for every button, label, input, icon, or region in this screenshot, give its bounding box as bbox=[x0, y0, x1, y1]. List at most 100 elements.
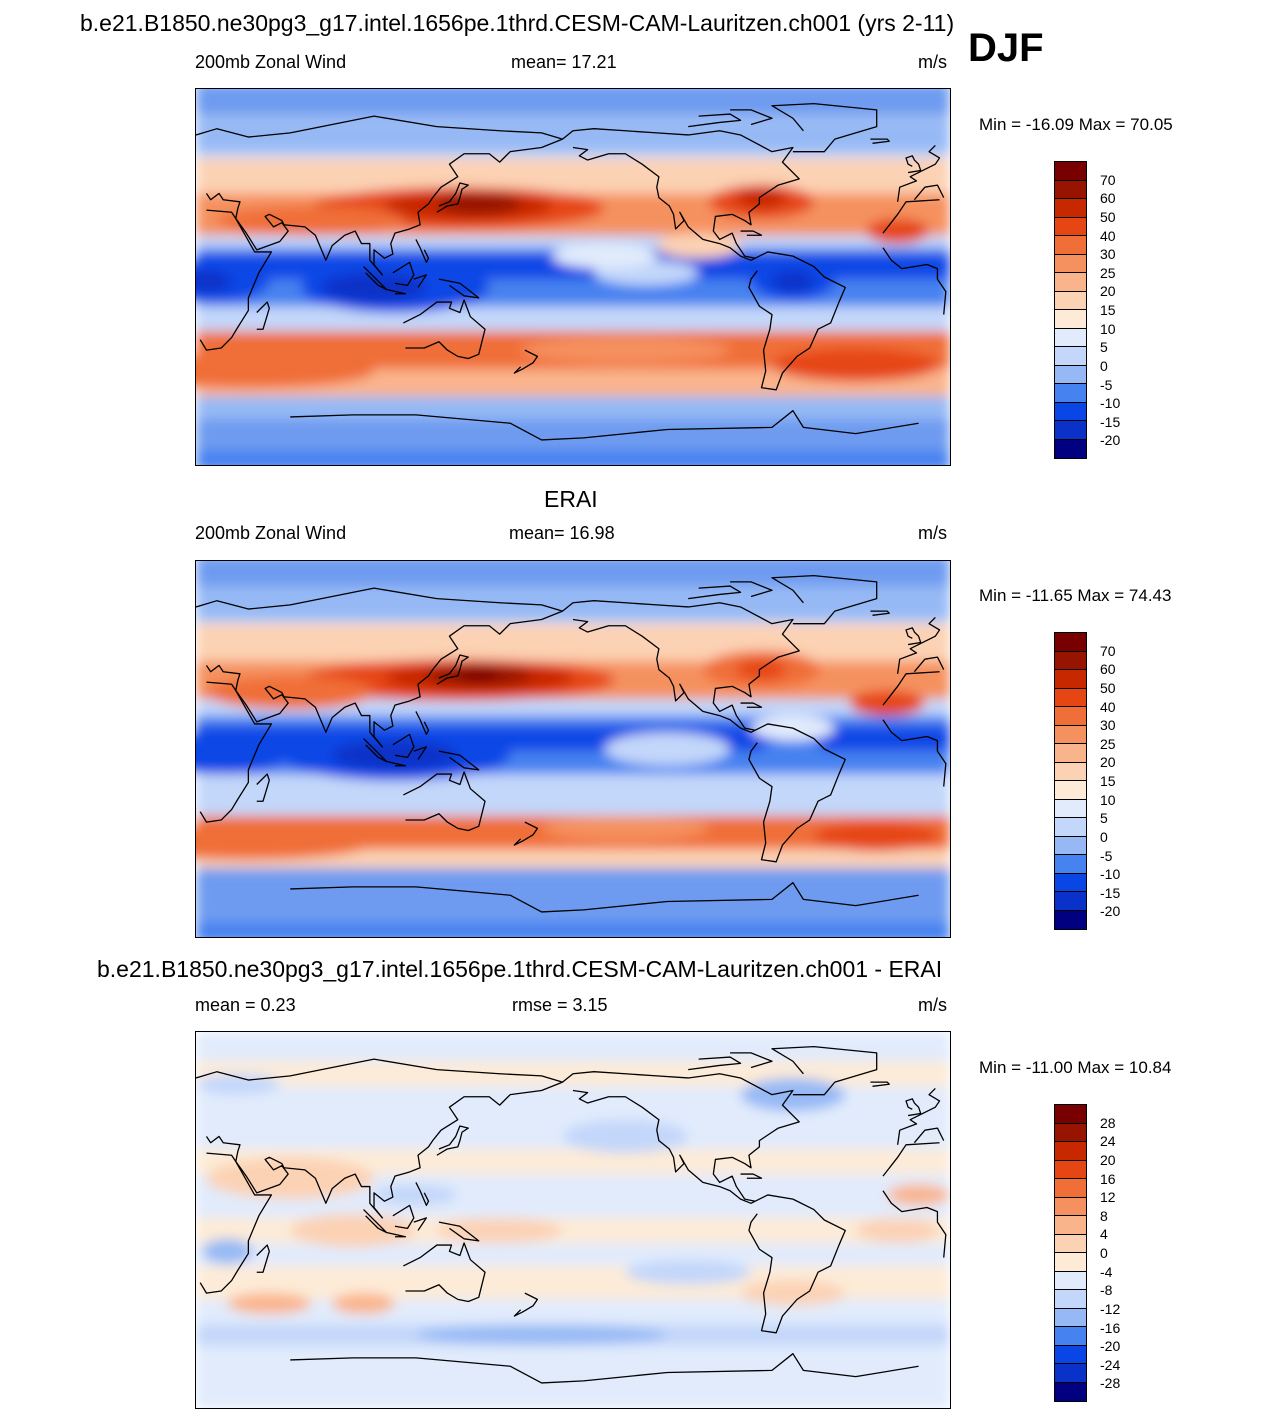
figure-title: b.e21.B1850.ne30pg3_g17.intel.1656pe.1th… bbox=[80, 10, 955, 36]
season-label: DJF bbox=[968, 26, 1044, 70]
contour-map bbox=[196, 89, 950, 465]
colorbar-tick-label: -15 bbox=[1100, 413, 1121, 430]
colorbar-swatch bbox=[1055, 707, 1086, 726]
colorbar-tick-label: 10 bbox=[1100, 791, 1116, 808]
panel1-mean-label: mean= 17.21 bbox=[511, 52, 617, 72]
colorbar-tick-label: 24 bbox=[1100, 1133, 1116, 1150]
colorbar-swatch bbox=[1055, 1160, 1086, 1179]
colorbar-tick-label: 40 bbox=[1100, 227, 1116, 244]
colorbar-tick-label: 4 bbox=[1100, 1226, 1108, 1243]
colorbar-tick-label: 25 bbox=[1100, 264, 1116, 281]
colorbar-swatch bbox=[1055, 1123, 1086, 1142]
colorbar-swatch bbox=[1055, 762, 1086, 781]
colorbar-swatch bbox=[1055, 1105, 1086, 1124]
colorbar-tick-label: -4 bbox=[1100, 1263, 1113, 1280]
colorbar-swatch bbox=[1055, 818, 1086, 837]
panel3-mean-label: mean = 0.23 bbox=[195, 995, 296, 1015]
colorbar-swatch bbox=[1055, 439, 1086, 458]
contour-map bbox=[196, 1032, 950, 1408]
colorbar-tick-label: -10 bbox=[1100, 395, 1121, 412]
colorbar-swatch bbox=[1055, 1216, 1086, 1235]
panel3-map bbox=[195, 1031, 951, 1409]
colorbar-tick-label: 25 bbox=[1100, 735, 1116, 752]
colorbar-tick-label: 70 bbox=[1100, 171, 1116, 188]
colorbar-swatch bbox=[1055, 910, 1086, 929]
colorbar-swatch bbox=[1055, 199, 1086, 218]
panel2-units: m/s bbox=[918, 523, 947, 543]
colorbar-tick-label: 20 bbox=[1100, 754, 1116, 771]
colorbar-tick-label: 60 bbox=[1100, 661, 1116, 678]
colorbar-tick-label: 12 bbox=[1100, 1189, 1116, 1206]
colorbar-tick-label: -16 bbox=[1100, 1319, 1121, 1336]
colorbar-tick-label: 8 bbox=[1100, 1207, 1108, 1224]
colorbar-swatch bbox=[1055, 291, 1086, 310]
colorbar-swatch bbox=[1055, 1197, 1086, 1216]
colorbar-tick-label: 5 bbox=[1100, 339, 1108, 356]
colorbar-swatch bbox=[1055, 310, 1086, 329]
colorbar-swatch bbox=[1055, 1308, 1086, 1327]
panel1-map bbox=[195, 88, 951, 466]
colorbar-tick-label: 70 bbox=[1100, 642, 1116, 659]
panel2-mean-label: mean= 16.98 bbox=[509, 523, 615, 543]
colorbar-swatch bbox=[1055, 254, 1086, 273]
colorbar-swatch bbox=[1055, 1271, 1086, 1290]
panel3-units: m/s bbox=[918, 995, 947, 1015]
colorbar-tick-label: 15 bbox=[1100, 302, 1116, 318]
colorbar-tick-label: 40 bbox=[1100, 698, 1116, 715]
colorbar-swatch bbox=[1055, 162, 1086, 181]
panel2-variable-label: 200mb Zonal Wind bbox=[195, 523, 347, 543]
contour-map bbox=[196, 561, 950, 937]
colorbar-tick-label: -24 bbox=[1100, 1356, 1121, 1373]
panel2-map bbox=[195, 560, 951, 938]
colorbar-swatch bbox=[1055, 744, 1086, 763]
colorbar-swatch bbox=[1055, 217, 1086, 236]
panel1-variable-label: 200mb Zonal Wind bbox=[195, 52, 347, 72]
colorbar-swatch bbox=[1055, 836, 1086, 855]
panel2-minmax: Min = -11.65 Max = 74.43 bbox=[979, 586, 1172, 605]
colorbar-swatch bbox=[1055, 633, 1086, 652]
colorbar-swatch bbox=[1055, 725, 1086, 744]
colorbar-swatch bbox=[1055, 670, 1086, 689]
colorbar-swatch bbox=[1055, 347, 1086, 366]
colorbar-swatch bbox=[1055, 1345, 1086, 1364]
colorbar-swatch bbox=[1055, 384, 1086, 403]
colorbar-tick-label: -20 bbox=[1100, 1338, 1121, 1355]
colorbar-tick-label: 10 bbox=[1100, 320, 1116, 337]
colorbar-swatch bbox=[1055, 651, 1086, 670]
colorbar-swatch bbox=[1055, 421, 1086, 440]
panel2-heading: ERAI bbox=[544, 486, 598, 512]
colorbar-tick-label: -15 bbox=[1100, 884, 1121, 901]
colorbar-swatch bbox=[1055, 1142, 1086, 1161]
colorbar-tick-label: -20 bbox=[1100, 903, 1121, 920]
panel1-minmax: Min = -16.09 Max = 70.05 bbox=[979, 115, 1173, 134]
colorbar-swatch bbox=[1055, 1327, 1086, 1346]
colorbar-tick-label: -28 bbox=[1100, 1375, 1121, 1392]
colorbar-tick-label: 20 bbox=[1100, 283, 1116, 300]
colorbar-tick-label: -5 bbox=[1100, 847, 1113, 864]
colorbar-tick-label: 30 bbox=[1100, 246, 1116, 263]
colorbar-swatch bbox=[1055, 873, 1086, 892]
colorbar-swatch bbox=[1055, 180, 1086, 199]
colorbar-swatch bbox=[1055, 1364, 1086, 1383]
colorbar-swatch bbox=[1055, 365, 1086, 384]
colorbar-tick-label: 60 bbox=[1100, 190, 1116, 207]
panel2-colorbar bbox=[1054, 632, 1087, 930]
colorbar-tick-label: -10 bbox=[1100, 866, 1121, 883]
panel1-colorbar bbox=[1054, 161, 1087, 459]
colorbar-swatch bbox=[1055, 273, 1086, 292]
colorbar-tick-label: 50 bbox=[1100, 208, 1116, 225]
colorbar-tick-label: -12 bbox=[1100, 1300, 1121, 1317]
panel3-minmax: Min = -11.00 Max = 10.84 bbox=[979, 1058, 1172, 1077]
colorbar-tick-label: 0 bbox=[1100, 357, 1108, 374]
colorbar-swatch bbox=[1055, 1253, 1086, 1272]
panel3-colorbar bbox=[1054, 1104, 1087, 1402]
colorbar-tick-label: 15 bbox=[1100, 773, 1116, 789]
colorbar-tick-label: -8 bbox=[1100, 1282, 1113, 1299]
colorbar-swatch bbox=[1055, 236, 1086, 255]
colorbar-tick-label: 0 bbox=[1100, 828, 1108, 845]
colorbar-tick-label: 30 bbox=[1100, 717, 1116, 734]
colorbar-tick-label: 16 bbox=[1100, 1170, 1116, 1187]
colorbar-swatch bbox=[1055, 892, 1086, 911]
panel3-heading: b.e21.B1850.ne30pg3_g17.intel.1656pe.1th… bbox=[97, 956, 943, 982]
colorbar-tick-label: -5 bbox=[1100, 376, 1113, 393]
